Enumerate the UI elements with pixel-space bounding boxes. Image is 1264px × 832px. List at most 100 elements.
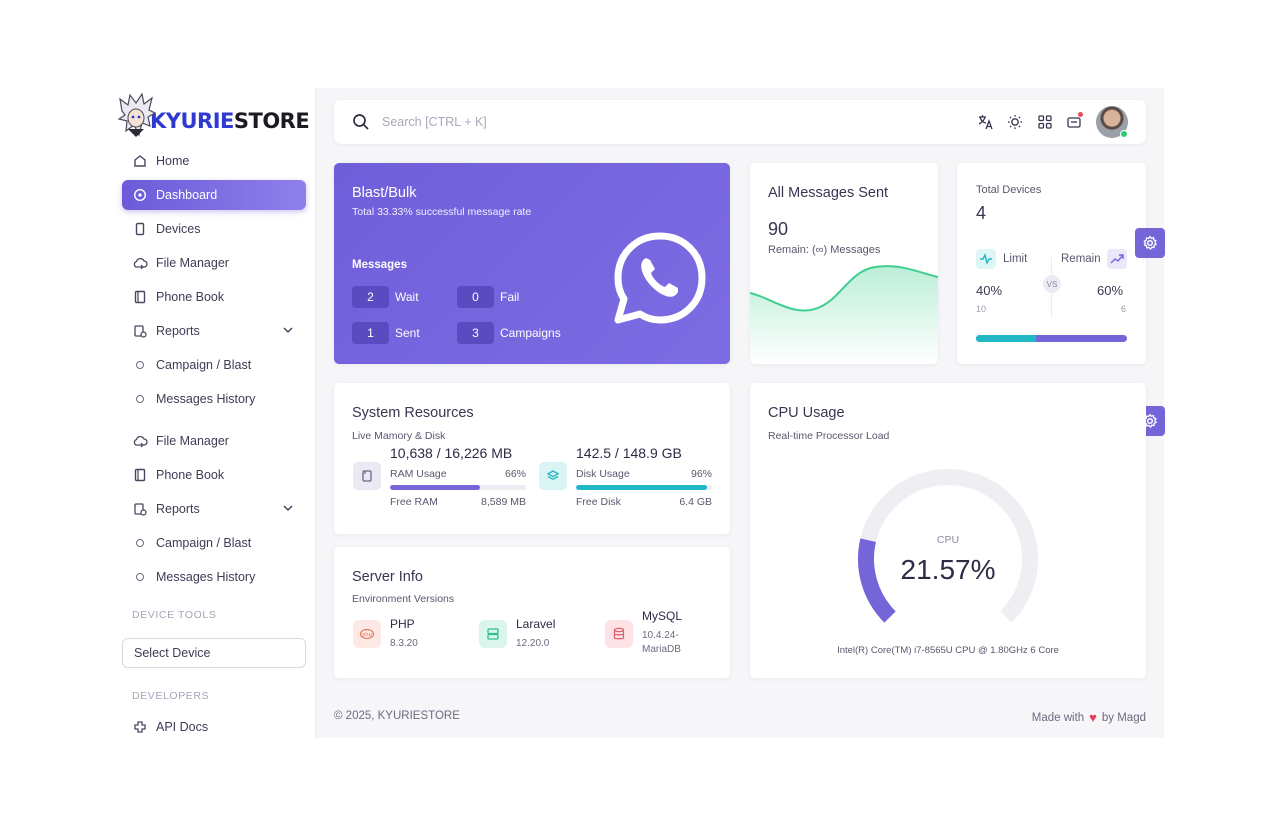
sidebar-item-label: Reports (156, 502, 200, 516)
cpu-subtitle: Real-time Processor Load (768, 430, 890, 442)
free-ram-value: 8,589 MB (481, 496, 526, 508)
ram-usage-bar (390, 485, 526, 490)
stat-label: Wait (395, 290, 419, 304)
select-device-dropdown[interactable]: Select Device (122, 638, 306, 668)
server-stack-icon (479, 620, 507, 648)
app-shell: KYURIESTORE Home Dashboard Devices File … (108, 88, 1165, 738)
limit-number: 10 (976, 304, 987, 314)
book-icon (132, 467, 148, 483)
search-input[interactable] (382, 110, 682, 134)
sidebar-item-label: API Docs (156, 720, 209, 734)
sidebar-item-home[interactable]: Home (122, 146, 306, 176)
brand-name: KYURIESTORE (150, 109, 310, 133)
phone-icon (132, 221, 148, 237)
sidebar-item-label: Campaign / Blast (156, 536, 252, 550)
sidebar-item-label: Devices (156, 222, 201, 236)
sidebar-item-reports[interactable]: Reports (122, 316, 306, 346)
sidebar-item-file-manager-2[interactable]: File Manager (122, 426, 306, 456)
brand-name-part1: KYURIE (150, 109, 234, 133)
home-icon (132, 153, 148, 169)
remain-number: 6 (1121, 304, 1127, 314)
disk-usage-total: 142.5 / 148.9 GB (576, 445, 682, 461)
translate-icon[interactable] (977, 113, 995, 131)
php-name: PHP (390, 617, 415, 631)
mascot-icon (117, 92, 157, 139)
stat-label: Campaigns (500, 326, 561, 340)
free-disk-value: 6.4 GB (679, 496, 712, 508)
chevron-down-icon[interactable] (282, 324, 294, 339)
grid-apps-icon[interactable] (1036, 113, 1054, 131)
mysql-name: MySQL (642, 609, 683, 623)
brand-name-part2: STORE (233, 109, 310, 133)
sidebar: KYURIESTORE Home Dashboard Devices File … (108, 88, 316, 738)
sidebar-item-campaign-blast[interactable]: Campaign / Blast (122, 350, 306, 380)
devices-progress-fill (976, 335, 1037, 342)
messages-card-title: All Messages Sent (768, 185, 889, 201)
sidebar-item-messages-history[interactable]: Messages History (122, 384, 306, 414)
sidebar-item-label: Messages History (156, 570, 256, 584)
sidebar-item-phone-book[interactable]: Phone Book (122, 282, 306, 312)
blast-subtitle: Total 33.33% successful message rate (352, 206, 532, 218)
notification-icon[interactable] (1065, 113, 1083, 131)
cpu-gauge-label: CPU (936, 534, 960, 546)
disk-usage-percent: 96% (690, 468, 712, 480)
ram-usage-label: RAM Usage (390, 468, 447, 480)
sidebar-item-label: Reports (156, 324, 200, 338)
cpu-model: Intel(R) Core(TM) i7-8565U CPU @ 1.80GHz… (837, 645, 1059, 656)
heart-icon: ♥ (1089, 710, 1097, 725)
cpu-title: CPU Usage (768, 405, 845, 421)
laravel-version: 12.20.0 (516, 638, 550, 649)
cpu-gauge-track (858, 469, 1038, 623)
vs-badge: VS (1043, 275, 1061, 293)
free-disk-label: Free Disk (576, 496, 621, 508)
chevron-down-icon[interactable] (282, 502, 294, 517)
stat-value: 2 (352, 286, 389, 308)
messages-label: Messages (352, 259, 407, 271)
cpu-usage-card: CPU Usage Real-time Processor Load CPU 2… (750, 383, 1146, 678)
report-icon (132, 501, 148, 517)
dashboard-icon (132, 187, 148, 203)
book-icon (132, 289, 148, 305)
sidebar-item-file-manager[interactable]: File Manager (122, 248, 306, 278)
sidebar-item-reports-2[interactable]: Reports (122, 494, 306, 524)
sidebar-item-messages-history-2[interactable]: Messages History (122, 562, 306, 592)
php-icon: php (353, 620, 381, 648)
sidebar-item-label: Phone Book (156, 468, 225, 482)
footer-made-with: Made with (1031, 711, 1085, 724)
sidebar-item-label: File Manager (156, 434, 229, 448)
whatsapp-icon (608, 226, 712, 330)
sidebar-item-label: Dashboard (156, 188, 218, 202)
sidebar-item-label: File Manager (156, 256, 229, 270)
sidebar-item-api-docs[interactable]: API Docs (122, 712, 306, 742)
cpu-gauge-fill (858, 538, 896, 623)
footer-credits: Made with ♥ by Magd (1032, 710, 1146, 725)
sidebar-item-devices[interactable]: Devices (122, 214, 306, 244)
disk-usage-bar (576, 485, 712, 490)
search-icon[interactable] (352, 113, 370, 136)
ram-usage-percent: 66% (504, 468, 526, 480)
notification-badge (1078, 112, 1083, 117)
dot-icon (132, 569, 148, 585)
messages-sparkline (750, 265, 938, 364)
section-title-device-tools: DEVICE TOOLS (132, 609, 217, 621)
brand-logo[interactable]: KYURIESTORE (117, 90, 310, 142)
stat-campaigns: 3 Campaigns (457, 322, 561, 344)
stat-wait: 2 Wait (352, 286, 419, 308)
section-title-developers: DEVELOPERS (132, 690, 210, 702)
system-resources-card: System Resources Live Mamory & Disk 10,6… (334, 383, 730, 534)
limit-percent: 40% (976, 283, 1003, 298)
settings-gear-icon[interactable] (1135, 228, 1165, 258)
system-subtitle: Live Mamory & Disk (352, 430, 446, 442)
cloud-icon (132, 255, 148, 271)
theme-sun-icon[interactable] (1006, 113, 1024, 131)
sidebar-item-campaign-blast-2[interactable]: Campaign / Blast (122, 528, 306, 558)
stat-value: 0 (457, 286, 494, 308)
database-icon (605, 620, 633, 648)
footer-author[interactable]: by Magd (1101, 711, 1146, 724)
devices-count: 4 (976, 203, 987, 223)
sidebar-item-phone-book-2[interactable]: Phone Book (122, 460, 306, 490)
sidebar-item-dashboard[interactable]: Dashboard (122, 180, 306, 210)
dot-icon (132, 535, 148, 551)
server-subtitle: Environment Versions (352, 593, 455, 605)
cpu-gauge-value: 21.57% (900, 554, 996, 585)
